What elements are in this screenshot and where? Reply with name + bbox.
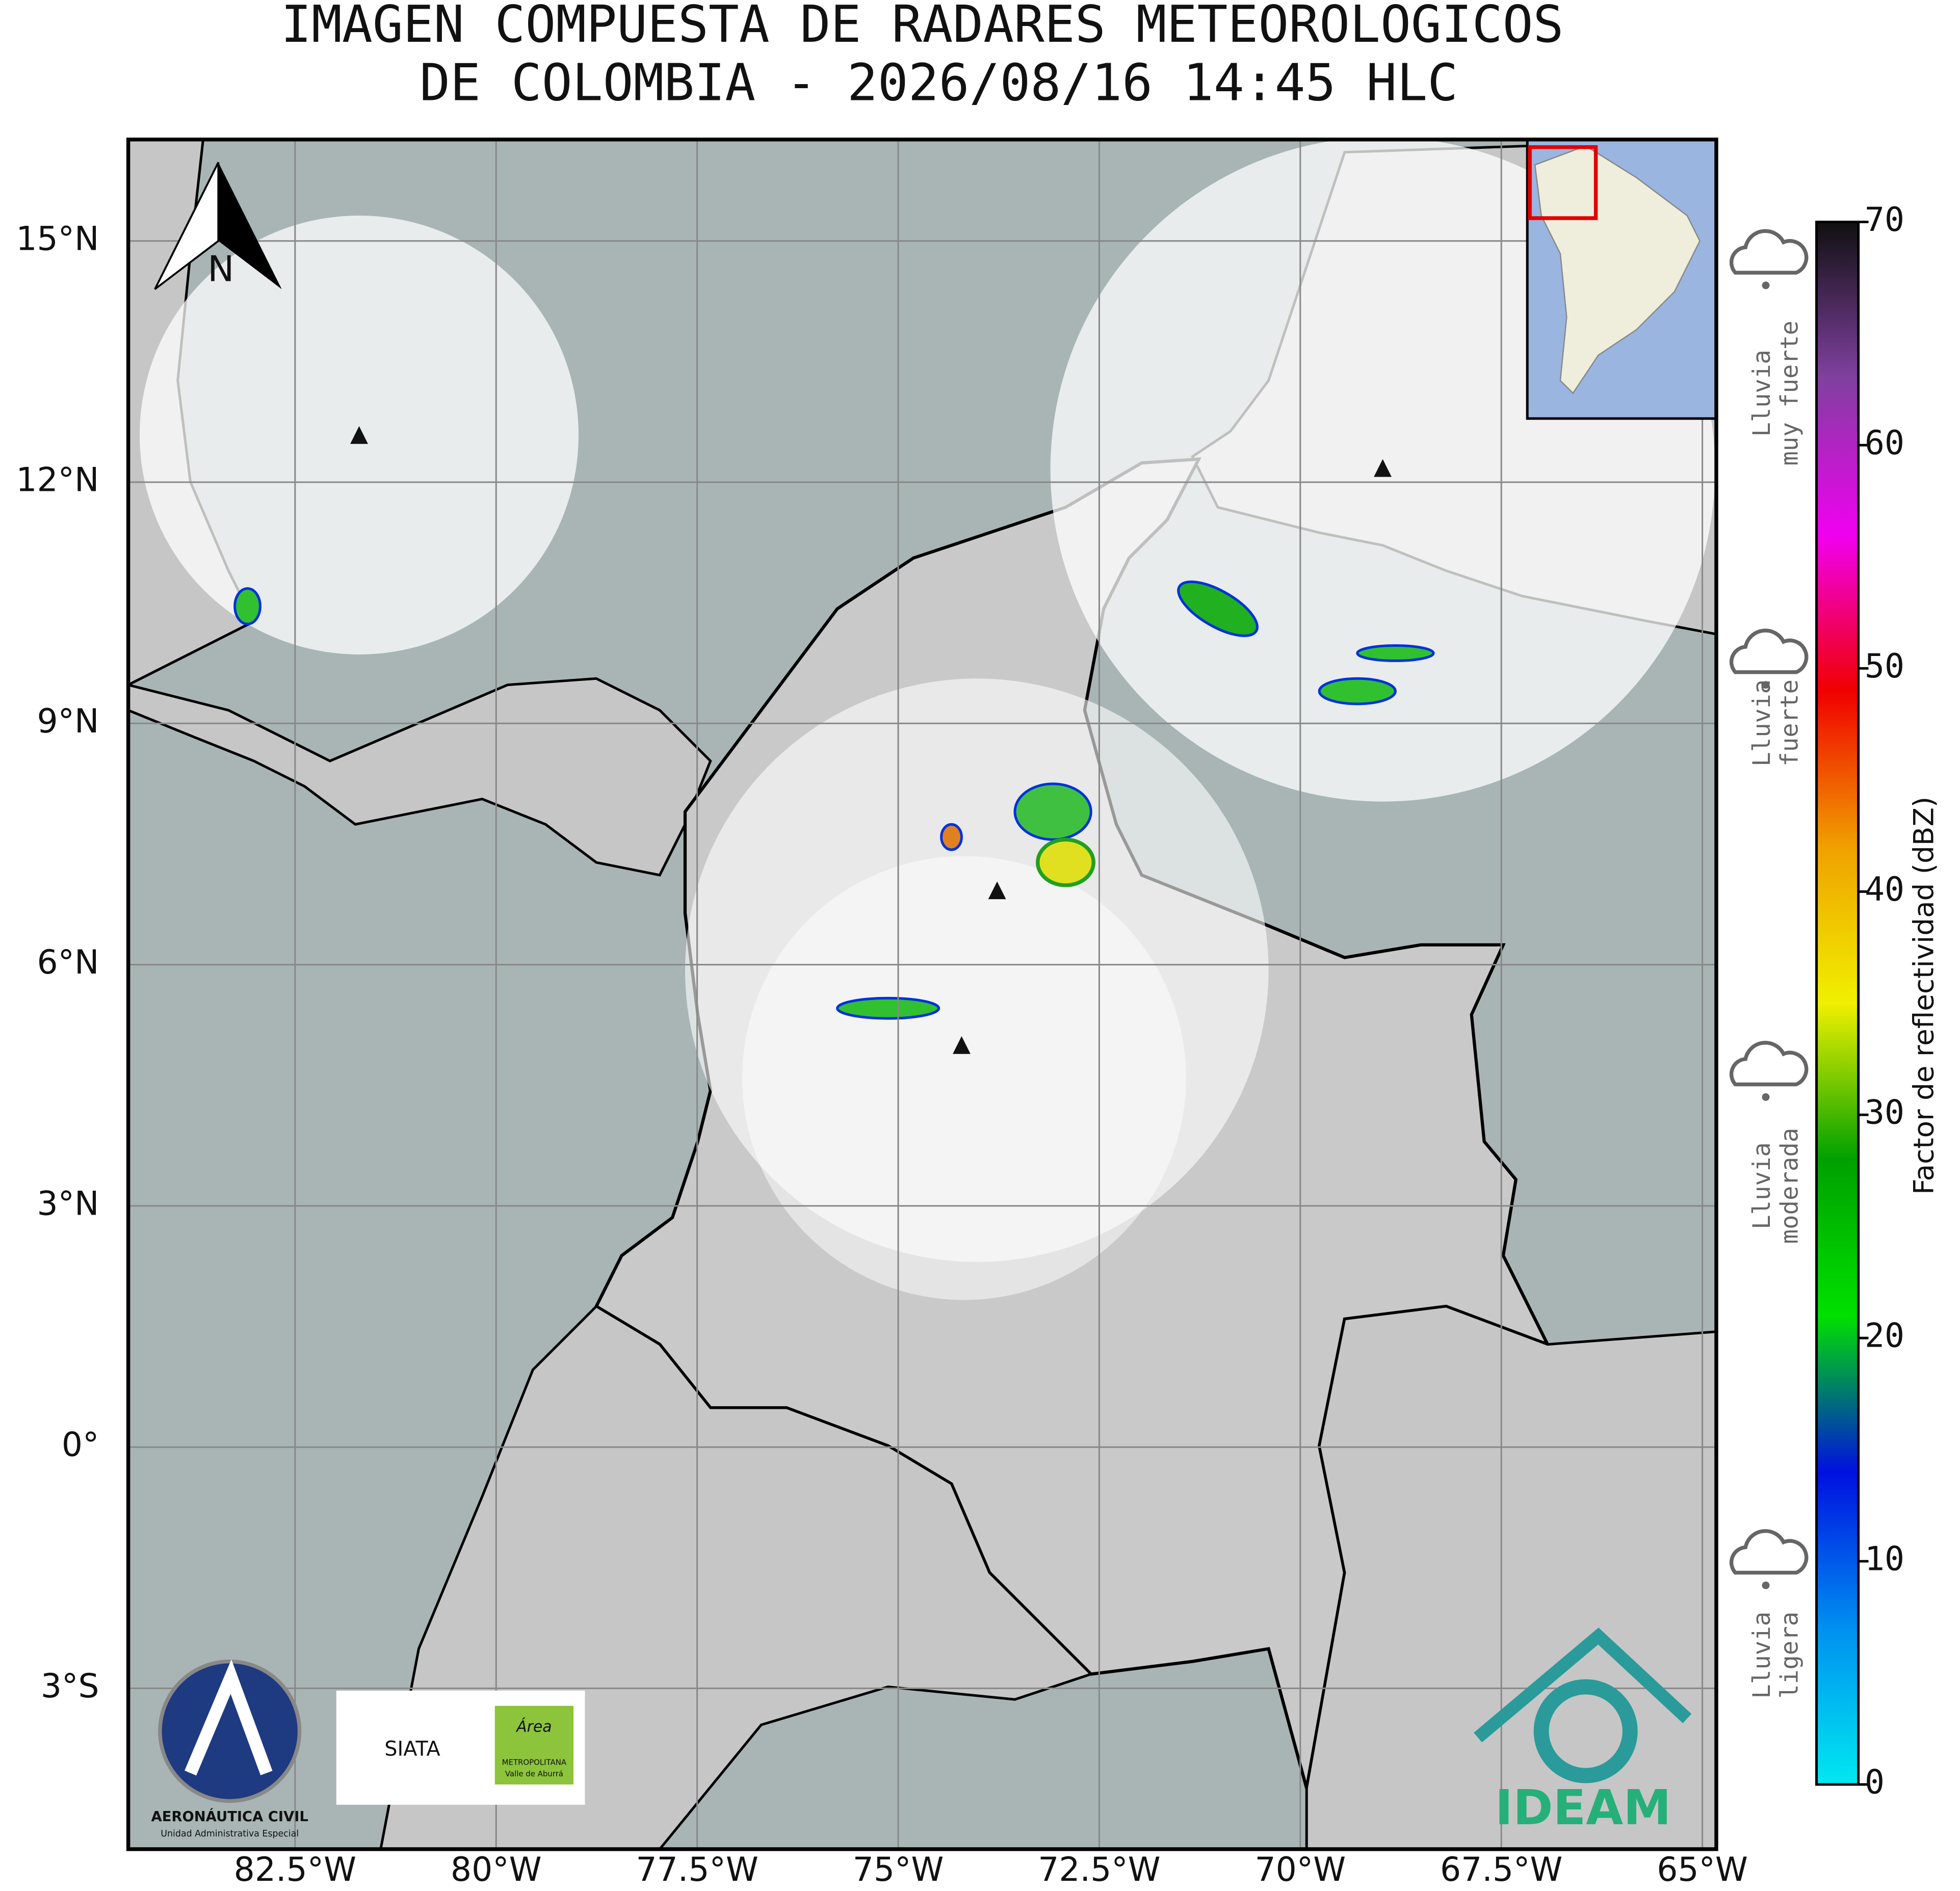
map-frame <box>126 137 1718 1851</box>
lat-tick-label: 15°N <box>16 220 99 258</box>
radar-sites <box>350 426 1392 1054</box>
logo-text: SIATA <box>384 1737 440 1761</box>
logo-text: Unidad Administrativa Especial <box>161 1829 299 1839</box>
rain-level-label: fuerte <box>1776 679 1804 767</box>
weather-icon <box>1729 628 1809 674</box>
inset-map <box>1526 139 1716 420</box>
logo-text: Área <box>515 1718 552 1736</box>
axis-labels: 82.5°W 80°W 77.5°W 75°W 72.5°W 70°W 67.5°W 65°W… <box>16 220 1748 1889</box>
rain-level-label: moderada <box>1776 1128 1804 1244</box>
rain-drop <box>1762 281 1770 290</box>
lon-tick-label: 75°W <box>853 1851 944 1889</box>
logo-text: IDEAM <box>1495 1780 1671 1836</box>
title-line: DE COLOMBIA - 2026/08/16 14:45 HLC <box>420 54 1458 113</box>
colorbar-label: Factor de reflectividad (dBZ) <box>1907 797 1940 1195</box>
colorbar-tick-label: 50 <box>1865 647 1904 686</box>
radar-echoes <box>233 580 1435 1020</box>
map-area: N AERONÁUTICA CIVIL Unidad Administrativ… <box>128 139 1716 1849</box>
rain-level-label: Lluvia <box>1748 1612 1776 1699</box>
lon-tick-label: 65°W <box>1657 1851 1748 1889</box>
lon-tick-label: 80°W <box>451 1851 542 1889</box>
rain-level-label: Lluvia <box>1748 1142 1776 1229</box>
colorbar <box>1815 220 1860 1786</box>
weather-icon <box>1729 1041 1809 1087</box>
logo-text: Valle de Aburrá <box>505 1769 563 1778</box>
colorbar-tick-label: 70 <box>1865 201 1904 239</box>
weather-icon <box>1729 1529 1809 1575</box>
lon-tick-label: 82.5°W <box>234 1851 356 1889</box>
lon-tick-label: 70°W <box>1255 1851 1346 1889</box>
lat-tick-label: 3°N <box>37 1185 99 1223</box>
rain-level-label: muy fuerte <box>1776 321 1804 466</box>
colorbar-tick-label: 10 <box>1865 1540 1904 1579</box>
rain-level-label: ligera <box>1776 1612 1804 1699</box>
rain-drop <box>1762 1093 1770 1101</box>
lon-tick-label: 72.5°W <box>1038 1851 1160 1889</box>
colorbar-tick-label: 40 <box>1865 871 1904 909</box>
colorbar-tick-label: 20 <box>1865 1317 1904 1355</box>
panama <box>128 677 712 877</box>
brazil <box>1305 1305 1716 1849</box>
lat-tick-label: 3°S <box>41 1667 99 1705</box>
logo-text: METROPOLITANA <box>502 1758 567 1767</box>
lat-tick-label: 12°N <box>16 461 99 500</box>
lon-tick-label: 77.5°W <box>636 1851 758 1889</box>
radar-coverage <box>742 856 1186 1300</box>
colorbar-tick-label: 30 <box>1865 1094 1904 1132</box>
lat-tick-label: 0° <box>62 1426 99 1464</box>
grid <box>128 139 1716 1849</box>
rain-drop <box>1762 1581 1770 1589</box>
rain-drop <box>1762 681 1770 689</box>
logos <box>158 1627 1692 1805</box>
north-label: N <box>207 249 234 290</box>
title-line: IMAGEN COMPUESTA DE RADARES METEOROLOGIC… <box>281 0 1563 54</box>
colorbar-tick-label: 60 <box>1865 424 1904 462</box>
rain-level-label: Lluvia <box>1748 350 1776 437</box>
weather-icon <box>1729 229 1809 275</box>
logo-text: AERONÁUTICA CIVIL <box>151 1808 308 1825</box>
lat-tick-label: 9°N <box>37 702 99 741</box>
colorbar-tick-label: 0 <box>1865 1764 1885 1802</box>
rain-level-label: Lluvia <box>1748 679 1776 767</box>
lat-tick-label: 6°N <box>37 943 99 982</box>
lon-tick-label: 67.5°W <box>1440 1851 1562 1889</box>
